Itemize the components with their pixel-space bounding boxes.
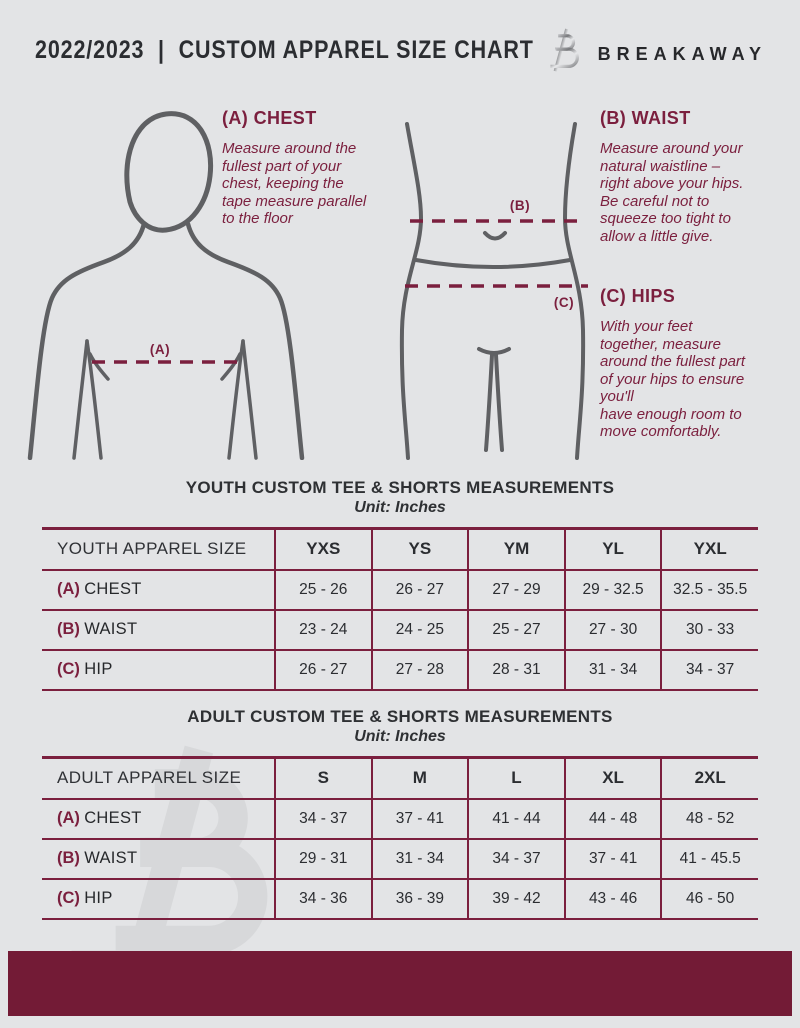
chest-figure-illustration: (A) xyxy=(8,102,318,465)
youth-col-yxl: YXL xyxy=(660,528,758,570)
table-cell: 41 - 44 xyxy=(467,798,565,839)
adult-col-l: L xyxy=(467,757,565,799)
youth-waist-label-cell: (B) WAIST xyxy=(42,610,275,650)
adult-col-2xl: 2XL xyxy=(660,757,758,799)
table-cell: 36 - 39 xyxy=(370,878,469,919)
youth-size-header-cell: YOUTH APPAREL SIZE xyxy=(57,539,247,559)
waist-heading: (B) WAIST xyxy=(600,108,691,128)
youth-section-title: YOUTH CUSTOM TEE & SHORTS MEASUREMENTS xyxy=(185,478,615,497)
youth-chest-row: (A) CHEST 25 - 26 26 - 27 27 - 29 29 - 3… xyxy=(42,569,758,610)
youth-size-table: YOUTH APPAREL SIZE YXS YS YM YL YXL (A) … xyxy=(42,527,758,691)
adult-table-header-row: ADULT APPAREL SIZE S M L XL 2XL xyxy=(42,757,758,799)
table-cell: 46 - 50 xyxy=(660,878,758,919)
adult-waist-label-cell: (B) WAIST xyxy=(42,839,275,879)
chest-marker-label: (A) xyxy=(150,342,170,357)
table-cell: 31 - 34 xyxy=(563,649,662,690)
row-label: HIP xyxy=(84,660,113,678)
adult-hip-row: (C) HIP 34 - 36 36 - 39 39 - 42 43 - 46 … xyxy=(42,878,758,919)
page-title: 2022/2023 | CUSTOM APPAREL SIZE CHART xyxy=(35,36,534,64)
table-cell: 25 - 27 xyxy=(467,609,565,650)
hips-heading: (C) HIPS xyxy=(600,286,676,306)
table-cell: 34 - 37 xyxy=(274,798,372,839)
youth-section-unit: Unit: Inches xyxy=(354,499,446,516)
table-cell: 31 - 34 xyxy=(370,838,469,879)
table-cell: 48 - 52 xyxy=(660,798,758,839)
waist-instructions: Measure around your natural waistline – … xyxy=(600,140,744,245)
table-cell: 29 - 31 xyxy=(274,838,372,879)
adult-col-m: M xyxy=(370,757,469,799)
chest-instructions: Measure around the fullest part of your … xyxy=(222,140,367,227)
youth-col-yxs: YXS xyxy=(274,528,372,570)
table-cell: 32.5 - 35.5 xyxy=(660,569,758,610)
brand-lockup: BREAKAWAY xyxy=(538,26,767,83)
table-cell: 28 - 31 xyxy=(467,649,565,690)
adult-chest-label-cell: (A) CHEST xyxy=(42,799,275,839)
adult-chest-row: (A) CHEST 34 - 37 37 - 41 41 - 44 44 - 4… xyxy=(42,798,758,839)
youth-col-ym: YM xyxy=(467,528,565,570)
table-cell: 24 - 25 xyxy=(370,609,469,650)
adult-size-table: ADULT APPAREL SIZE S M L XL 2XL (A) CHES… xyxy=(42,756,758,920)
row-key: (B) xyxy=(57,620,80,638)
hips-marker-label: (C) xyxy=(554,295,574,310)
table-cell: 37 - 41 xyxy=(370,798,469,839)
breakaway-logo-icon xyxy=(538,26,584,83)
adult-section-title: ADULT CUSTOM TEE & SHORTS MEASUREMENTS xyxy=(187,707,613,726)
row-label: HIP xyxy=(84,889,113,907)
youth-col-ys: YS xyxy=(370,528,469,570)
table-cell: 34 - 37 xyxy=(660,649,758,690)
adult-waist-row: (B) WAIST 29 - 31 31 - 34 34 - 37 37 - 4… xyxy=(42,838,758,879)
table-cell: 27 - 29 xyxy=(467,569,565,610)
chest-heading: (A) CHEST xyxy=(222,108,317,128)
table-cell: 37 - 41 xyxy=(563,838,662,879)
waist-marker-label: (B) xyxy=(510,198,530,213)
row-label: CHEST xyxy=(84,809,142,827)
row-key: (C) xyxy=(57,889,80,907)
table-cell: 34 - 37 xyxy=(467,838,565,879)
row-key: (A) xyxy=(57,580,80,598)
row-key: (C) xyxy=(57,660,80,678)
youth-table-header-row: YOUTH APPAREL SIZE YXS YS YM YL YXL xyxy=(42,528,758,570)
row-label: WAIST xyxy=(84,620,138,638)
adult-col-s: S xyxy=(274,757,372,799)
youth-chest-label-cell: (A) CHEST xyxy=(42,570,275,610)
table-cell: 29 - 32.5 xyxy=(563,569,662,610)
table-cell: 23 - 24 xyxy=(274,609,372,650)
adult-hip-label-cell: (C) HIP xyxy=(42,879,275,919)
brand-name: BREAKAWAY xyxy=(597,44,767,64)
table-cell: 30 - 33 xyxy=(660,609,758,650)
table-cell: 44 - 48 xyxy=(563,798,662,839)
table-cell: 41 - 45.5 xyxy=(660,838,758,879)
youth-hip-label-cell: (C) HIP xyxy=(42,650,275,690)
youth-waist-row: (B) WAIST 23 - 24 24 - 25 25 - 27 27 - 3… xyxy=(42,609,758,650)
adult-size-header-cell: ADULT APPAREL SIZE xyxy=(57,768,242,788)
row-key: (A) xyxy=(57,809,80,827)
youth-hip-row: (C) HIP 26 - 27 27 - 28 28 - 31 31 - 34 … xyxy=(42,649,758,690)
table-cell: 26 - 27 xyxy=(370,569,469,610)
table-cell: 39 - 42 xyxy=(467,878,565,919)
row-key: (B) xyxy=(57,849,80,867)
adult-section-unit: Unit: Inches xyxy=(354,728,446,745)
table-cell: 27 - 28 xyxy=(370,649,469,690)
table-cell: 26 - 27 xyxy=(274,649,372,690)
adult-col-xl: XL xyxy=(563,757,662,799)
table-cell: 25 - 26 xyxy=(274,569,372,610)
row-label: WAIST xyxy=(84,849,138,867)
table-cell: 43 - 46 xyxy=(563,878,662,919)
table-cell: 34 - 36 xyxy=(274,878,372,919)
waist-hips-figure-illustration: (B) (C) xyxy=(390,102,600,465)
youth-col-yl: YL xyxy=(563,528,662,570)
footer-band xyxy=(8,951,792,1016)
table-cell: 27 - 30 xyxy=(563,609,662,650)
hips-instructions: With your feet together, measure around … xyxy=(600,318,746,440)
row-label: CHEST xyxy=(84,580,142,598)
